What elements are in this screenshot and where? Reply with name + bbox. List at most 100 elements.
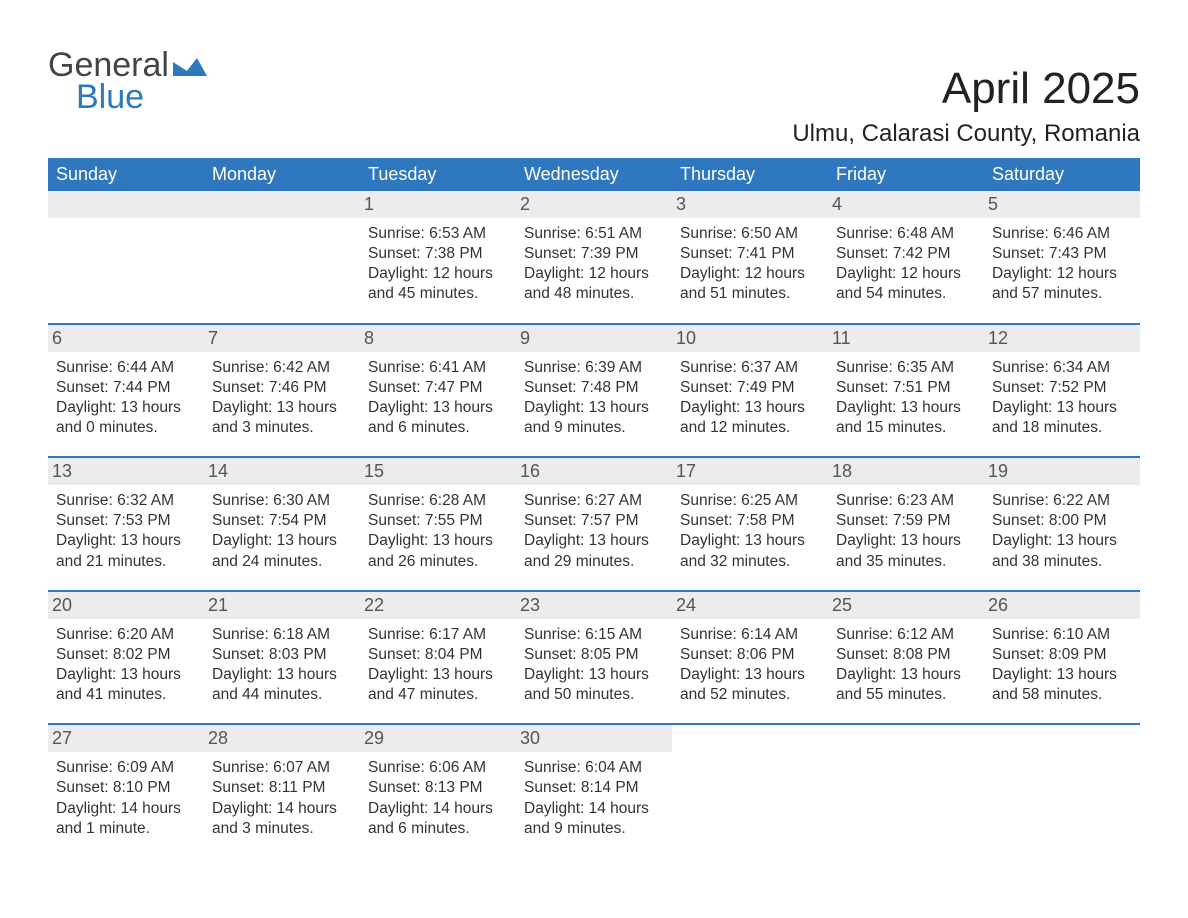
calendar-header-row: SundayMondayTuesdayWednesdayThursdayFrid…	[48, 158, 1140, 191]
sunset-line: Sunset: 7:49 PM	[680, 378, 820, 398]
day-details: Sunrise: 6:14 AMSunset: 8:06 PMDaylight:…	[680, 625, 820, 706]
sunset-line: Sunset: 7:57 PM	[524, 511, 664, 531]
daylight-line-1: Daylight: 13 hours	[836, 665, 976, 685]
day-details: Sunrise: 6:37 AMSunset: 7:49 PMDaylight:…	[680, 358, 820, 439]
location-subtitle: Ulmu, Calarasi County, Romania	[48, 120, 1140, 148]
calendar-day-cell: 8 Sunrise: 6:41 AMSunset: 7:47 PMDaylight…	[360, 324, 516, 458]
sunset-line: Sunset: 8:08 PM	[836, 645, 976, 665]
calendar-day-cell: 27Sunrise: 6:09 AMSunset: 8:10 PMDayligh…	[48, 724, 204, 857]
calendar-week-row: 27Sunrise: 6:09 AMSunset: 8:10 PMDayligh…	[48, 724, 1140, 857]
daylight-line-1: Daylight: 13 hours	[992, 398, 1132, 418]
calendar-day-cell: 18Sunrise: 6:23 AMSunset: 7:59 PMDayligh…	[828, 457, 984, 591]
day-number-bar: 3	[672, 191, 828, 218]
day-number-bar: 6	[48, 325, 204, 352]
day-details: Sunrise: 6:51 AMSunset: 7:39 PMDaylight:…	[524, 224, 664, 305]
sunset-line: Sunset: 7:42 PM	[836, 244, 976, 264]
calendar-day-cell: 15Sunrise: 6:28 AMSunset: 7:55 PMDayligh…	[360, 457, 516, 591]
sunset-line: Sunset: 7:52 PM	[992, 378, 1132, 398]
day-number-bar: 19	[984, 458, 1140, 485]
calendar-day-cell	[828, 724, 984, 857]
daylight-line-2: and 57 minutes.	[992, 284, 1132, 304]
daylight-line-1: Daylight: 13 hours	[368, 531, 508, 551]
daylight-line-1: Daylight: 14 hours	[524, 799, 664, 819]
day-number-bar: 22	[360, 592, 516, 619]
calendar-week-row: 6Sunrise: 6:44 AMSunset: 7:44 PMDaylight…	[48, 324, 1140, 458]
sunrise-line: Sunrise: 6:35 AM	[836, 358, 976, 378]
sunrise-line: Sunrise: 6:34 AM	[992, 358, 1132, 378]
daylight-line-1: Daylight: 13 hours	[680, 398, 820, 418]
calendar-table: SundayMondayTuesdayWednesdayThursdayFrid…	[48, 158, 1140, 857]
day-details: Sunrise: 6:27 AMSunset: 7:57 PMDaylight:…	[524, 491, 664, 572]
daylight-line-1: Daylight: 13 hours	[524, 531, 664, 551]
calendar-day-cell: 6Sunrise: 6:44 AMSunset: 7:44 PMDaylight…	[48, 324, 204, 458]
sunrise-line: Sunrise: 6:50 AM	[680, 224, 820, 244]
day-details: Sunrise: 6:53 AMSunset: 7:38 PMDaylight:…	[368, 224, 508, 305]
calendar-day-cell: 2 Sunrise: 6:51 AMSunset: 7:39 PMDaylight…	[516, 191, 672, 324]
calendar-day-cell: 30Sunrise: 6:04 AMSunset: 8:14 PMDayligh…	[516, 724, 672, 857]
brand-logo: General Blue	[48, 48, 207, 114]
daylight-line-1: Daylight: 13 hours	[56, 665, 196, 685]
sunrise-line: Sunrise: 6:04 AM	[524, 758, 664, 778]
daylight-line-2: and 9 minutes.	[524, 819, 664, 839]
daylight-line-2: and 3 minutes.	[212, 819, 352, 839]
daylight-line-1: Daylight: 13 hours	[368, 398, 508, 418]
sunset-line: Sunset: 7:47 PM	[368, 378, 508, 398]
calendar-day-cell: 12 Sunrise: 6:34 AMSunset: 7:52 PMDayligh…	[984, 324, 1140, 458]
day-number-bar: 2	[516, 191, 672, 218]
sunset-line: Sunset: 8:06 PM	[680, 645, 820, 665]
weekday-header: Sunday	[48, 158, 204, 191]
daylight-line-2: and 6 minutes.	[368, 819, 508, 839]
sunrise-line: Sunrise: 6:28 AM	[368, 491, 508, 511]
daylight-line-2: and 50 minutes.	[524, 685, 664, 705]
day-details: Sunrise: 6:30 AMSunset: 7:54 PMDaylight:…	[212, 491, 352, 572]
sunset-line: Sunset: 8:09 PM	[992, 645, 1132, 665]
daylight-line-1: Daylight: 12 hours	[524, 264, 664, 284]
day-details: Sunrise: 6:25 AMSunset: 7:58 PMDaylight:…	[680, 491, 820, 572]
calendar-day-cell	[48, 191, 204, 324]
calendar-page: General Blue April 2025 Ulmu, Calarasi C…	[0, 0, 1188, 897]
daylight-line-2: and 0 minutes.	[56, 418, 196, 438]
sunrise-line: Sunrise: 6:20 AM	[56, 625, 196, 645]
day-number-bar: 25	[828, 592, 984, 619]
title-block: April 2025	[942, 64, 1140, 114]
day-details: Sunrise: 6:04 AMSunset: 8:14 PMDaylight:…	[524, 758, 664, 839]
daylight-line-2: and 9 minutes.	[524, 418, 664, 438]
day-details: Sunrise: 6:07 AMSunset: 8:11 PMDaylight:…	[212, 758, 352, 839]
day-number-bar: 26	[984, 592, 1140, 619]
daylight-line-1: Daylight: 13 hours	[836, 398, 976, 418]
daylight-line-2: and 52 minutes.	[680, 685, 820, 705]
calendar-day-cell: 7Sunrise: 6:42 AMSunset: 7:46 PMDaylight…	[204, 324, 360, 458]
day-number-bar: 15	[360, 458, 516, 485]
calendar-day-cell: 20Sunrise: 6:20 AMSunset: 8:02 PMDayligh…	[48, 591, 204, 725]
daylight-line-1: Daylight: 13 hours	[992, 531, 1132, 551]
sunrise-line: Sunrise: 6:18 AM	[212, 625, 352, 645]
daylight-line-2: and 35 minutes.	[836, 552, 976, 572]
sunrise-line: Sunrise: 6:23 AM	[836, 491, 976, 511]
calendar-day-cell: 10Sunrise: 6:37 AMSunset: 7:49 PMDayligh…	[672, 324, 828, 458]
sunset-line: Sunset: 8:11 PM	[212, 778, 352, 798]
calendar-day-cell	[984, 724, 1140, 857]
daylight-line-2: and 6 minutes.	[368, 418, 508, 438]
sunrise-line: Sunrise: 6:12 AM	[836, 625, 976, 645]
day-number-bar: 11	[828, 325, 984, 352]
weekday-header: Tuesday	[360, 158, 516, 191]
sunrise-line: Sunrise: 6:06 AM	[368, 758, 508, 778]
sunset-line: Sunset: 8:10 PM	[56, 778, 196, 798]
daylight-line-1: Daylight: 13 hours	[56, 531, 196, 551]
daylight-line-2: and 29 minutes.	[524, 552, 664, 572]
sunset-line: Sunset: 8:14 PM	[524, 778, 664, 798]
calendar-day-cell: 17Sunrise: 6:25 AMSunset: 7:58 PMDayligh…	[672, 457, 828, 591]
day-number-bar: 8	[360, 325, 516, 352]
day-number-bar: 12	[984, 325, 1140, 352]
daylight-line-1: Daylight: 12 hours	[680, 264, 820, 284]
sunrise-line: Sunrise: 6:30 AM	[212, 491, 352, 511]
daylight-line-2: and 12 minutes.	[680, 418, 820, 438]
sunrise-line: Sunrise: 6:46 AM	[992, 224, 1132, 244]
day-details: Sunrise: 6:41 AMSunset: 7:47 PMDaylight:…	[368, 358, 508, 439]
day-number-bar: 29	[360, 725, 516, 752]
day-number-bar: 24	[672, 592, 828, 619]
day-details: Sunrise: 6:32 AMSunset: 7:53 PMDaylight:…	[56, 491, 196, 572]
brand-mark-icon	[173, 48, 207, 82]
calendar-week-row: 13Sunrise: 6:32 AMSunset: 7:53 PMDayligh…	[48, 457, 1140, 591]
day-details: Sunrise: 6:20 AMSunset: 8:02 PMDaylight:…	[56, 625, 196, 706]
